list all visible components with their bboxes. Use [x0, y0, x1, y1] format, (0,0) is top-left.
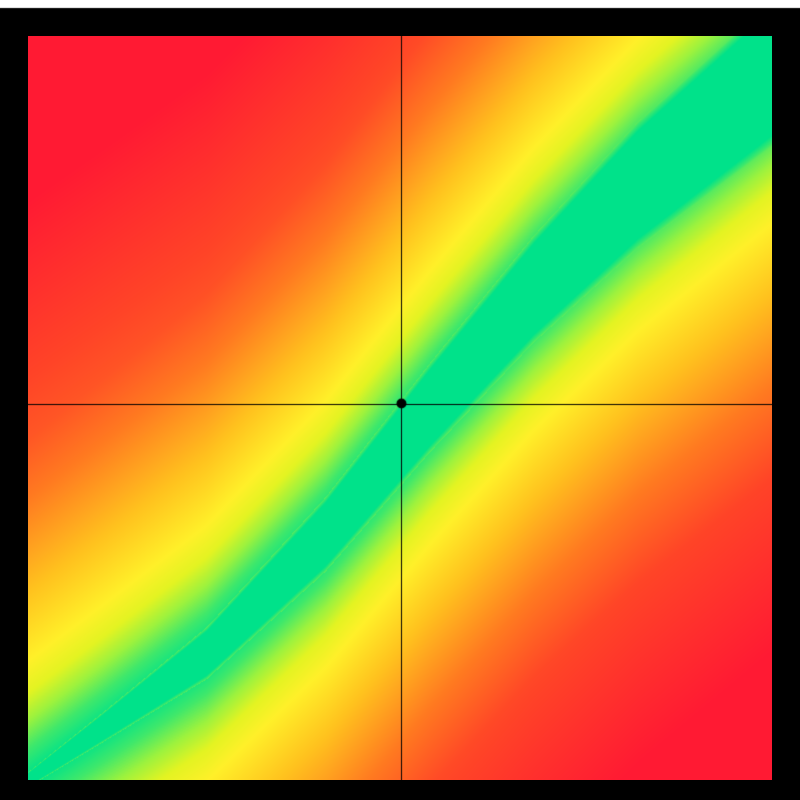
overlay-canvas — [28, 36, 772, 780]
chart-container: TheBottleneck.com — [0, 0, 800, 800]
